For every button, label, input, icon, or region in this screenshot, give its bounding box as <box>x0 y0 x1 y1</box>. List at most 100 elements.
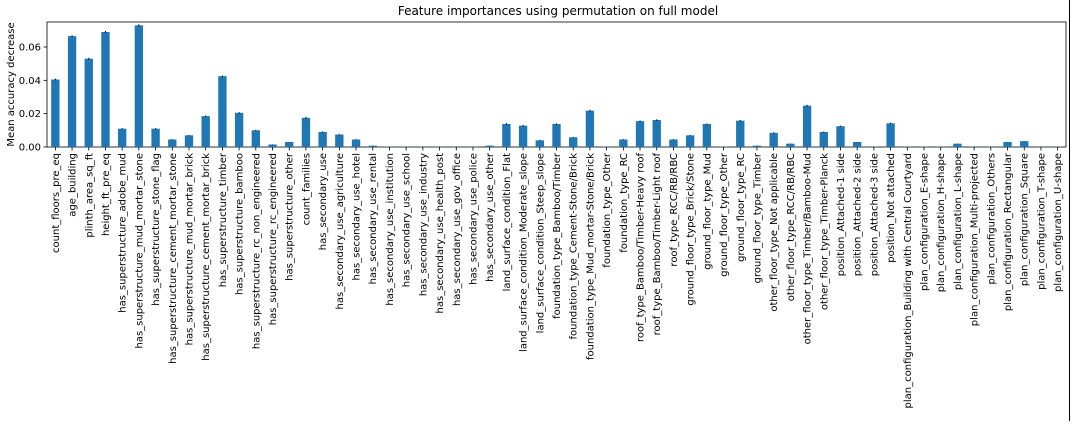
x-tick-label: other_floor_type_RCC/RB/RBC <box>786 153 797 301</box>
x-tick-label: has_superstructure_stone_flag <box>151 153 162 306</box>
x-tick-label: land_surface_condition_Steep_slope <box>535 153 546 333</box>
bar <box>753 146 761 147</box>
bar <box>335 135 343 148</box>
bar <box>703 124 711 147</box>
bar <box>135 25 143 147</box>
x-tick-label: has_superstructure_adobe_mud <box>118 153 129 313</box>
bar <box>118 129 126 147</box>
bar <box>836 126 844 147</box>
x-tick-label: plan_configuration_T-shape <box>1036 153 1047 290</box>
bar <box>619 140 627 148</box>
x-tick-label: has_secondary_use_institution <box>385 153 396 306</box>
bar <box>536 140 544 147</box>
x-tick-label: roof_type_RCC/RB/RBC <box>669 153 680 267</box>
x-tick-label: has_superstructure_mud_mortar_brick <box>184 153 195 346</box>
bars-group <box>51 24 1062 147</box>
x-tick-label: has_secondary_use_gov_office <box>452 153 463 306</box>
x-tick-label: plan_configuration_Building with Central… <box>903 153 914 408</box>
bar <box>151 129 159 147</box>
bar <box>1003 142 1011 147</box>
bar <box>252 130 260 147</box>
bar <box>786 144 794 147</box>
x-tick-label: plan_configuration_E-shape <box>920 153 931 291</box>
y-tick-label: 0.02 <box>19 109 41 120</box>
x-tick-label: land_surface_condition_Flat <box>502 153 513 291</box>
bar <box>318 132 326 147</box>
bar <box>486 146 494 147</box>
bar <box>68 36 76 147</box>
x-tick-label: age_building <box>68 153 79 217</box>
x-tick-label: foundation_type_Mud_mortar-Stone/Brick <box>585 153 596 360</box>
x-tick-label: plan_configuration_U-shape <box>1053 153 1064 292</box>
x-tick-label: position_Attached-2 side <box>853 153 864 276</box>
bar <box>953 144 961 147</box>
y-axis-label: Mean accuracy decrease <box>6 22 17 146</box>
x-tick-label: has_superstructure_cement_mortar_brick <box>201 153 212 361</box>
x-tick-label: plan_configuration_L-shape <box>953 153 964 290</box>
x-tick-label: has_superstructure_cement_mortar_stone <box>168 153 179 364</box>
bar <box>85 59 93 147</box>
x-tick-label: count_floors_pre_eq <box>51 153 62 253</box>
x-tick-label: has_superstructure_bamboo <box>235 153 246 295</box>
x-tick-label: ground_floor_type_RC <box>736 153 747 262</box>
bar <box>820 132 828 147</box>
bar <box>686 135 694 147</box>
bar <box>235 113 243 147</box>
bar <box>769 133 777 147</box>
bar <box>736 121 744 147</box>
x-tick-label: ground_floor_type_Other <box>719 152 730 277</box>
x-tick-label: has_superstructure_other <box>285 152 296 281</box>
x-tick-label: plan_configuration_Square <box>1020 153 1031 286</box>
x-tick-label: plinth_area_sq_ft <box>84 153 95 238</box>
bar <box>853 142 861 147</box>
x-tick-label: plan_configuration_Rectangular <box>1003 152 1014 311</box>
bar <box>202 116 210 147</box>
bar <box>886 123 894 147</box>
bar <box>285 142 293 147</box>
x-tick-label: other_floor_type_Timber-Planck <box>819 153 830 310</box>
x-tick-label: foundation_type_Cement-Stone/Brick <box>569 153 580 340</box>
x-tick-label: ground_floor_type_Brick/Stone <box>686 153 697 306</box>
x-tick-label: land_surface_condition_Moderate_slope <box>519 153 530 352</box>
x-tick-label: has_secondary_use_school <box>402 153 413 287</box>
bar <box>352 140 360 148</box>
x-tick-label: has_secondary_use <box>318 153 329 250</box>
bar <box>268 145 276 148</box>
x-tick-label: plan_configuration_H-shape <box>936 153 947 292</box>
bar <box>185 135 193 147</box>
chart-title: Feature importances using permutation on… <box>398 4 718 18</box>
x-tick-label: roof_type_Bamboo/Timber-Heavy roof <box>636 153 647 343</box>
bar <box>586 111 594 147</box>
x-tick-label: has_superstructure_mud_mortar_stone <box>134 153 145 349</box>
y-tick-label: 0.00 <box>19 143 41 154</box>
x-tick-label: ground_floor_type_Mud <box>702 153 713 270</box>
x-tick-label: foundation_type_Bamboo/Timber <box>552 152 563 319</box>
x-tick-label: has_secondary_use_agriculture <box>335 153 346 309</box>
bar <box>502 124 510 147</box>
bar <box>51 80 59 148</box>
x-tick-label: has_superstructure_rc_non_engineered <box>251 153 262 349</box>
x-tick-label: has_secondary_use_rental <box>368 153 379 284</box>
x-tick-label: has_superstructure_timber <box>218 152 229 287</box>
bar <box>636 121 644 147</box>
bar <box>101 32 109 147</box>
x-tick-label: plan_configuration_Multi-projected <box>970 153 981 326</box>
x-tick-label: foundation_type_Other <box>602 152 613 268</box>
x-tick-label: foundation_type_RC <box>619 153 630 253</box>
x-axis-ticks: count_floors_pre_eq age_building plinth_ar… <box>51 147 1064 408</box>
x-tick-label: roof_type_Bamboo/Timber-Light roof <box>652 153 663 336</box>
bar <box>519 126 527 147</box>
bar <box>552 124 560 147</box>
y-axis-ticks: 0.000.020.040.06 <box>19 43 47 154</box>
bar <box>302 118 310 147</box>
x-tick-label: has_superstructure_rc_engineered <box>268 153 279 325</box>
x-tick-label: plan_configuration_Others <box>986 153 997 285</box>
bar <box>168 140 176 148</box>
x-tick-label: position_Attached-1 side <box>836 153 847 276</box>
bar <box>218 76 226 147</box>
bar <box>1020 141 1028 147</box>
x-tick-label: other_floor_type_Timber/Bamboo-Mud <box>803 153 814 344</box>
x-tick-label: ground_floor_type_Timber <box>752 152 763 283</box>
